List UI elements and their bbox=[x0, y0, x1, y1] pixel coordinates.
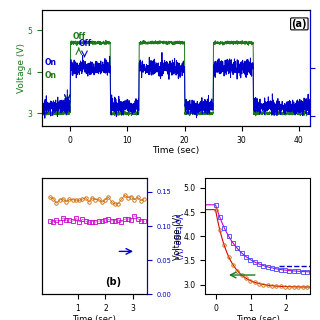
Text: On: On bbox=[44, 58, 56, 67]
Text: On: On bbox=[44, 71, 56, 80]
X-axis label: Time (sec): Time (sec) bbox=[236, 315, 280, 320]
Y-axis label: Voltage (V): Voltage (V) bbox=[173, 213, 182, 260]
Text: Off: Off bbox=[73, 32, 86, 41]
Y-axis label: Voltage (V): Voltage (V) bbox=[17, 43, 26, 93]
X-axis label: Time (sec): Time (sec) bbox=[152, 146, 200, 155]
X-axis label: Time (sec): Time (sec) bbox=[72, 315, 116, 320]
Y-axis label: Voltage (V): Voltage (V) bbox=[173, 213, 182, 260]
Text: (a): (a) bbox=[292, 19, 307, 29]
Text: Off: Off bbox=[79, 39, 92, 48]
Text: (b): (b) bbox=[105, 277, 121, 287]
